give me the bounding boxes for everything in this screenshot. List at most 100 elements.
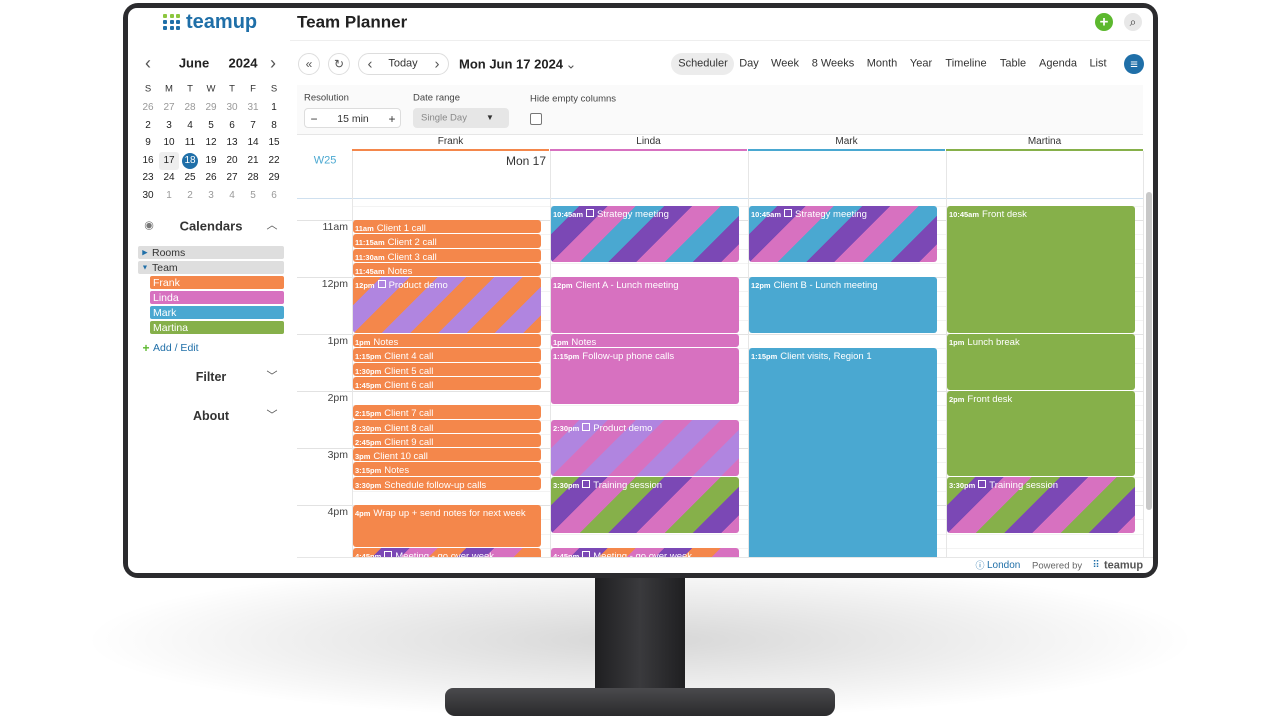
current-date[interactable]: Mon Jun 17 2024 — [459, 56, 564, 72]
add-edit-link[interactable]: Add / Edit — [153, 341, 199, 354]
day[interactable]: 3 — [208, 190, 214, 201]
filter-heading[interactable]: Filter — [195, 369, 227, 384]
event[interactable]: 1pm Lunch break — [947, 334, 1135, 390]
day[interactable]: 26 — [205, 172, 217, 183]
day[interactable]: 9 — [145, 137, 151, 148]
day[interactable]: 6 — [271, 190, 277, 201]
event[interactable]: 2pm Front desk — [947, 391, 1135, 476]
view-tab[interactable]: Table — [999, 57, 1027, 70]
day[interactable]: 15 — [268, 137, 280, 148]
event[interactable]: 10:45am Strategy meeting — [749, 205, 937, 262]
event[interactable]: 1pm Notes — [551, 334, 739, 348]
event[interactable]: 4:45pm Meeting - go over week — [551, 547, 739, 557]
day[interactable]: 6 — [229, 120, 235, 131]
day[interactable]: 24 — [163, 172, 175, 183]
event[interactable]: 1:15pm Client 4 call — [353, 348, 541, 362]
nav-button[interactable]: ↻ — [328, 53, 350, 75]
event[interactable]: 10:45am Strategy meeting — [551, 205, 739, 262]
menu-button[interactable]: ≡ — [1124, 54, 1144, 74]
day[interactable]: 21 — [247, 155, 259, 166]
event[interactable]: 3pm Client 10 call — [353, 448, 541, 462]
event[interactable]: 1:30pm Client 5 call — [353, 362, 541, 376]
event[interactable]: 1:45pm Client 6 call — [353, 376, 541, 390]
event[interactable]: 3:30pm Training session — [947, 476, 1135, 533]
day[interactable]: 20 — [226, 155, 238, 166]
view-tab[interactable]: List — [1089, 57, 1107, 70]
view-tab[interactable]: 8 Weeks — [811, 57, 855, 70]
hide-empty-checkbox[interactable] — [530, 113, 542, 125]
event[interactable]: 10:45am Front desk — [947, 205, 1135, 333]
day[interactable]: 12 — [205, 137, 217, 148]
add-button[interactable]: + — [1095, 13, 1113, 31]
event[interactable]: 2:30pm Client 8 call — [353, 419, 541, 433]
calendar-item[interactable]: Linda — [150, 291, 284, 304]
day[interactable]: 27 — [226, 172, 238, 183]
event[interactable]: 3:30pm Schedule follow-up calls — [353, 476, 541, 490]
day[interactable]: 11 — [184, 137, 196, 148]
event[interactable]: 2:30pm Product demo — [551, 419, 739, 476]
event[interactable]: 1:15pm Follow-up phone calls — [551, 348, 739, 405]
nav-button[interactable]: « — [298, 53, 320, 75]
day[interactable]: 26 — [142, 102, 154, 113]
event[interactable]: 4:45pm Meeting - go over week — [353, 547, 541, 557]
event[interactable]: 11:30am Client 3 call — [353, 248, 541, 262]
day[interactable]: 27 — [163, 102, 175, 113]
event[interactable]: 12pm Product demo — [353, 277, 541, 333]
event[interactable]: 1pm Notes — [353, 334, 541, 348]
day[interactable]: 25 — [184, 172, 196, 183]
event[interactable]: 11:15am Client 2 call — [353, 234, 541, 248]
day[interactable]: 5 — [208, 120, 214, 131]
day[interactable]: 29 — [205, 102, 217, 113]
view-tab[interactable]: Month — [866, 57, 898, 70]
calendar-group[interactable]: ▶ Rooms — [138, 246, 284, 259]
calendar-group[interactable]: ▼ Team — [138, 261, 284, 274]
day[interactable]: 30 — [142, 190, 154, 201]
day[interactable]: 28 — [184, 102, 196, 113]
today-button[interactable]: Today — [388, 57, 418, 70]
event[interactable]: 4pm Wrap up + send notes for next week — [353, 505, 541, 547]
event[interactable]: 3:30pm Training session — [551, 476, 739, 533]
search-button[interactable]: ⌕ — [1124, 13, 1142, 31]
calendar-item[interactable]: Frank — [150, 276, 284, 289]
day[interactable]: 31 — [247, 102, 259, 113]
calendar-item[interactable]: Martina — [150, 321, 284, 334]
view-tab[interactable]: Day — [739, 57, 759, 70]
day[interactable]: 2 — [145, 120, 151, 131]
timezone-link[interactable]: London — [987, 560, 1021, 571]
view-tab[interactable]: Scheduler — [678, 57, 728, 70]
day[interactable]: 8 — [271, 120, 277, 131]
view-tab[interactable]: Timeline — [945, 57, 987, 70]
day[interactable]: 1 — [271, 102, 277, 113]
day[interactable]: 29 — [268, 172, 280, 183]
day[interactable]: 2 — [187, 190, 193, 201]
date-range-select[interactable]: Single Day ▼ — [413, 108, 509, 128]
day[interactable]: 4 — [187, 120, 193, 131]
event[interactable]: 1:15pm Client visits, Region 1 — [749, 348, 937, 557]
view-tab[interactable]: Agenda — [1039, 57, 1077, 70]
event[interactable]: 12pm Client B - Lunch meeting — [749, 277, 937, 333]
event[interactable]: 2:15pm Client 7 call — [353, 405, 541, 419]
day[interactable]: 22 — [268, 155, 280, 166]
day[interactable]: 10 — [163, 137, 175, 148]
view-tab[interactable]: Week — [771, 57, 799, 70]
event[interactable]: 11:45am Notes — [353, 262, 541, 276]
calendar-item[interactable]: Mark — [150, 306, 284, 319]
event[interactable]: 12pm Client A - Lunch meeting — [551, 277, 739, 333]
day[interactable]: 14 — [247, 137, 259, 148]
day[interactable]: 13 — [226, 137, 238, 148]
day[interactable]: 28 — [247, 172, 259, 183]
about-heading[interactable]: About — [192, 408, 230, 423]
day[interactable]: 17 — [163, 155, 175, 166]
event[interactable]: 2:45pm Client 9 call — [353, 433, 541, 447]
day[interactable]: 5 — [250, 190, 256, 201]
event[interactable]: 11am Client 1 call — [353, 220, 541, 234]
day[interactable]: 4 — [229, 190, 235, 201]
day[interactable]: 19 — [205, 155, 217, 166]
view-tab[interactable]: Year — [909, 57, 933, 70]
day[interactable]: 23 — [142, 172, 154, 183]
day[interactable]: 1 — [166, 190, 172, 201]
day[interactable]: 30 — [226, 102, 238, 113]
day[interactable]: 16 — [142, 155, 154, 166]
day[interactable]: 3 — [166, 120, 172, 131]
day[interactable]: 18 — [184, 155, 196, 166]
